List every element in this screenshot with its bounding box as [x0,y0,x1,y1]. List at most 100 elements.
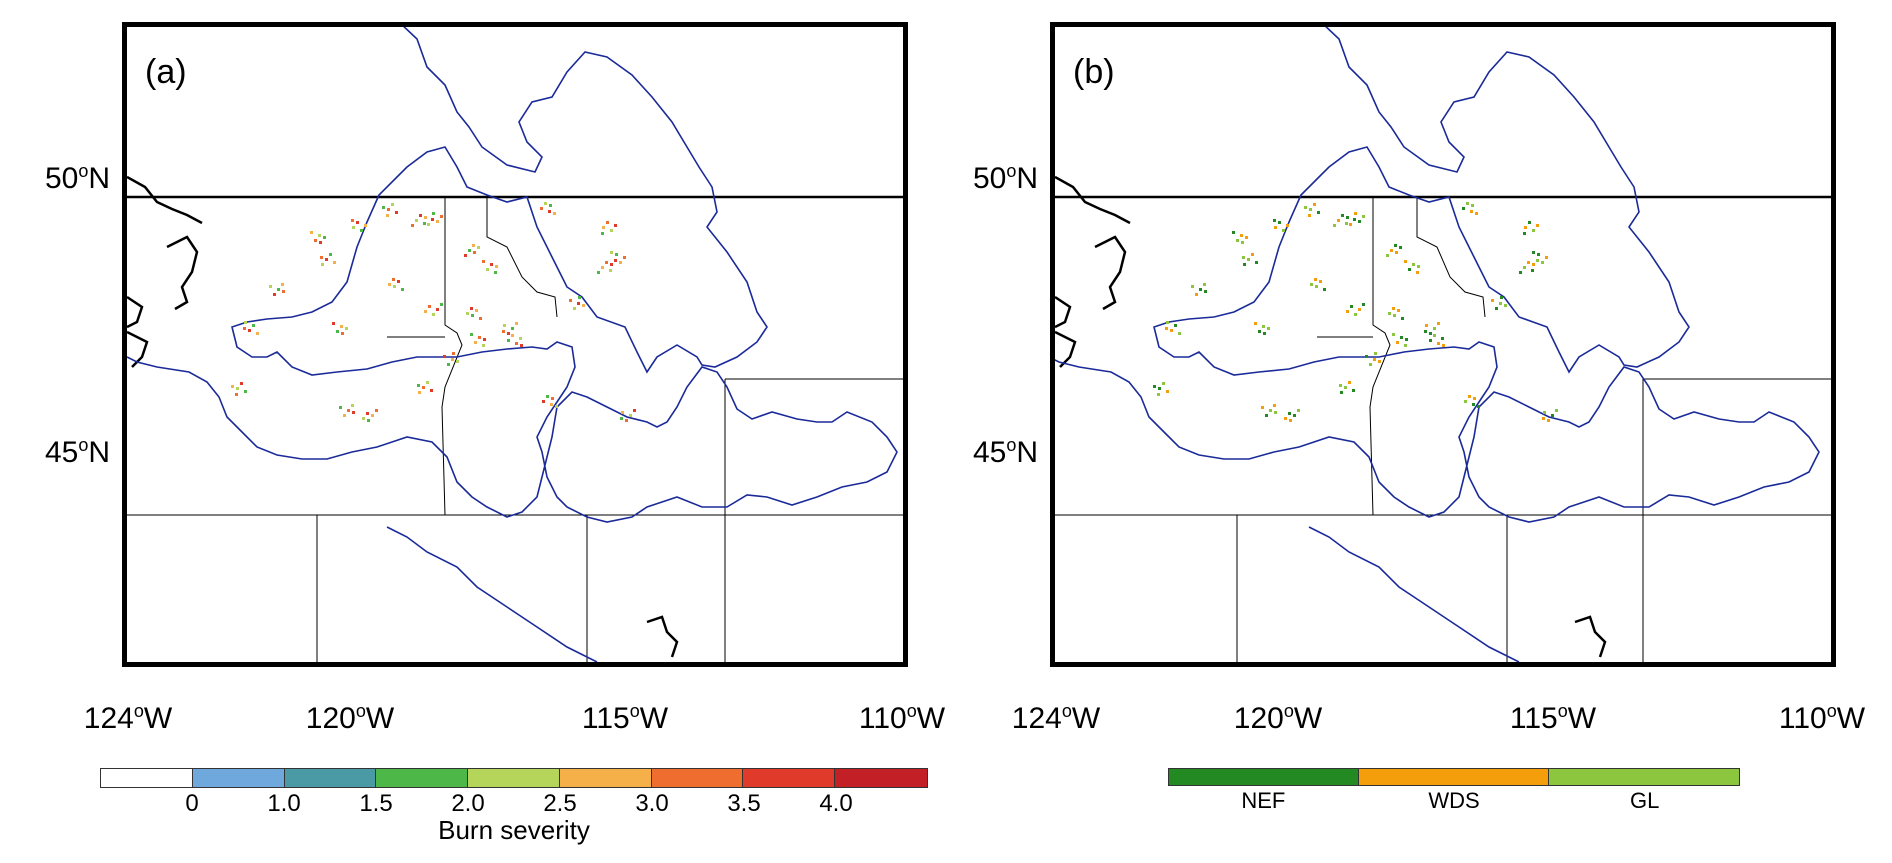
burn-pixel [436,308,439,311]
burn-pixel [1333,224,1336,227]
coastline [1055,175,1131,225]
severity-color-6 [651,769,744,787]
burn-pixel [1532,229,1535,232]
burn-pixel [1362,215,1365,218]
burn-pixel [477,246,480,249]
burn-pixel [1397,309,1400,312]
burn-pixel [428,305,431,308]
burn-pixel [540,207,543,210]
burn-pixel [1396,341,1399,344]
burn-pixel [1466,202,1469,205]
burn-pixel [366,412,369,415]
burn-pixel [1317,211,1320,214]
burn-pixel [1166,390,1169,393]
burn-pixel [1267,327,1270,330]
burn-pixel [1354,313,1357,316]
burn-pixel [597,271,600,274]
burn-pixel [1392,333,1395,336]
burn-pixel [1170,329,1173,332]
burn-pixel [391,203,394,206]
burn-pixel [1157,393,1160,396]
burn-pixel [511,334,514,337]
burn-pixel [388,283,391,286]
burn-pixel [486,268,489,271]
vegetation-label-nef: NEF [1241,788,1286,813]
burn-pixel [621,411,624,414]
burn-pixel [515,342,518,345]
burn-pixel [1203,283,1206,286]
burn-pixel [1433,334,1436,337]
vegetation-color-nef [1169,769,1359,785]
burn-pixel [401,288,404,291]
map-features [1055,27,1831,662]
severity-tick-label: 2.0 [451,790,485,817]
severity-color-0 [101,769,193,787]
map-panel-a: (a) [122,22,908,667]
burn-pixel [430,389,433,392]
map-a-svg [127,27,903,662]
burn-pixel [244,390,247,393]
burn-pixel [447,363,450,366]
vegetation-label-wds: WDS [1428,788,1480,813]
burn-pixel [1165,327,1168,330]
burn-pixel [511,327,514,330]
burn-pixel [1536,224,1539,227]
lat-label-50n-a: 50oN [44,161,110,195]
burn-pixel [1274,411,1277,414]
burn-pixel [1504,304,1507,307]
burn-pixel [375,409,378,412]
burn-pixel [1346,216,1349,219]
burn-pixel [610,229,613,232]
burn-pixel [605,261,608,264]
severity-tick-label: 1.0 [267,790,301,817]
burn-pixel [1162,382,1165,385]
burn-pixel [582,304,585,307]
panel-label-b: (b) [1073,53,1115,91]
burn-pixel [1158,387,1161,390]
burn-pixel [1195,293,1198,296]
burn-pixel [1519,271,1522,274]
burn-pixel [1263,332,1266,335]
severity-color-2 [284,769,377,787]
burn-pixel [474,341,477,344]
burn-pixel [1286,224,1289,227]
burn-pixel [470,307,473,310]
coastline [127,295,144,329]
burn-pixel [549,204,552,207]
burn-pixel [432,313,435,316]
map-features [127,27,903,662]
burn-pixel [609,269,612,272]
burn-pixel [345,327,348,330]
burn-pixel [235,393,238,396]
burn-pixel [339,406,342,409]
burn-pixel [1412,263,1415,266]
burn-pixel [423,222,426,225]
burn-pixel [1369,363,1372,366]
burn-pixel [495,265,498,268]
burn-pixel [1523,266,1526,269]
burn-pixel [332,322,335,325]
burn-pixel [1314,278,1317,281]
burn-pixel [610,263,613,266]
coastline [127,175,203,225]
burn-pixel [472,244,475,247]
burn-pixel [415,219,418,222]
burn-pixel [1537,253,1540,256]
burn-pixel [273,293,276,296]
burn-pixel [479,317,482,320]
burn-pixel [1349,223,1352,226]
burn-pixel [1473,397,1476,400]
burn-pixel [1313,203,1316,206]
panel-label-a: (a) [145,53,187,91]
burn-pixel [319,241,322,244]
burn-pixel [573,307,576,310]
burn-pixel [482,260,485,263]
burn-pixel [1495,307,1498,310]
burn-pixel [282,290,285,293]
burn-pixel [1374,352,1377,355]
burn-pixel [1310,283,1313,286]
burn-pixel [310,231,313,234]
burn-pixel [371,414,374,417]
burn-pixel [483,338,486,341]
burn-pixel [1166,321,1169,324]
